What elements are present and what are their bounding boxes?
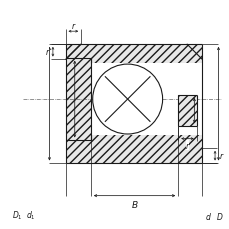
Text: r: r: [219, 151, 222, 161]
Text: $d_1$: $d_1$: [26, 209, 36, 221]
Text: $d$: $d$: [204, 210, 211, 221]
Text: r: r: [45, 48, 49, 57]
Text: r: r: [185, 141, 188, 150]
Text: r: r: [71, 22, 75, 31]
Text: $D_1$: $D_1$: [12, 209, 22, 221]
Bar: [65, 45, 202, 64]
Circle shape: [92, 65, 162, 134]
Text: $D$: $D$: [215, 210, 222, 221]
Text: B: B: [131, 200, 137, 210]
Bar: [65, 45, 202, 164]
Bar: [177, 95, 196, 126]
Bar: [65, 136, 202, 164]
Bar: [65, 64, 90, 136]
